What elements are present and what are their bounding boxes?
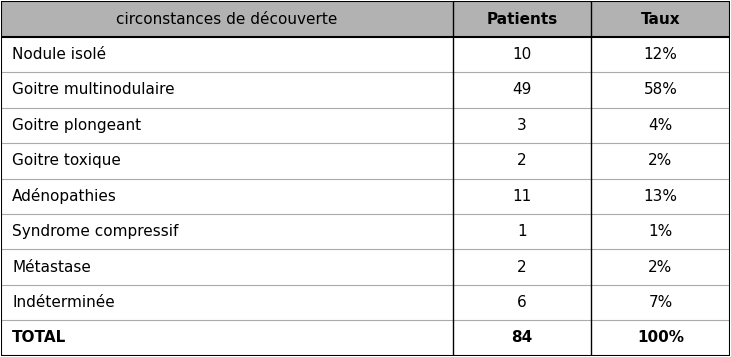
Text: 10: 10 [512,47,531,62]
Text: Taux: Taux [640,11,681,27]
Text: 3: 3 [518,118,527,133]
Text: 2%: 2% [648,260,673,275]
Text: Goitre toxique: Goitre toxique [12,153,121,168]
Text: Patients: Patients [486,11,558,27]
Bar [1,108,730,143]
Text: 2: 2 [518,153,527,168]
Bar [1,285,730,320]
Text: 58%: 58% [643,82,678,97]
Text: 11: 11 [512,189,531,204]
Text: 84: 84 [512,330,533,346]
Text: 100%: 100% [637,330,684,346]
Text: TOTAL: TOTAL [12,330,67,346]
Text: 13%: 13% [643,189,678,204]
Bar [1,37,730,72]
Bar [1,249,730,285]
Text: Goitre plongeant: Goitre plongeant [12,118,141,133]
Text: Nodule isolé: Nodule isolé [12,47,107,62]
Text: 1%: 1% [648,224,673,239]
Text: Syndrome compressif: Syndrome compressif [12,224,178,239]
Bar [1,143,730,178]
Text: 12%: 12% [643,47,678,62]
Bar [1,1,730,37]
Text: circonstances de découverte: circonstances de découverte [116,11,338,27]
Text: 7%: 7% [648,295,673,310]
Bar [1,72,730,108]
Bar [1,214,730,249]
Text: Goitre multinodulaire: Goitre multinodulaire [12,82,175,97]
Text: 2%: 2% [648,153,673,168]
Bar [1,178,730,214]
Text: 4%: 4% [648,118,673,133]
Text: 6: 6 [518,295,527,310]
Text: 49: 49 [512,82,531,97]
Bar [1,320,730,356]
Text: Métastase: Métastase [12,260,91,275]
Text: Indéterminée: Indéterminée [12,295,115,310]
Text: 2: 2 [518,260,527,275]
Text: Adénopathies: Adénopathies [12,188,117,204]
Text: 1: 1 [518,224,527,239]
